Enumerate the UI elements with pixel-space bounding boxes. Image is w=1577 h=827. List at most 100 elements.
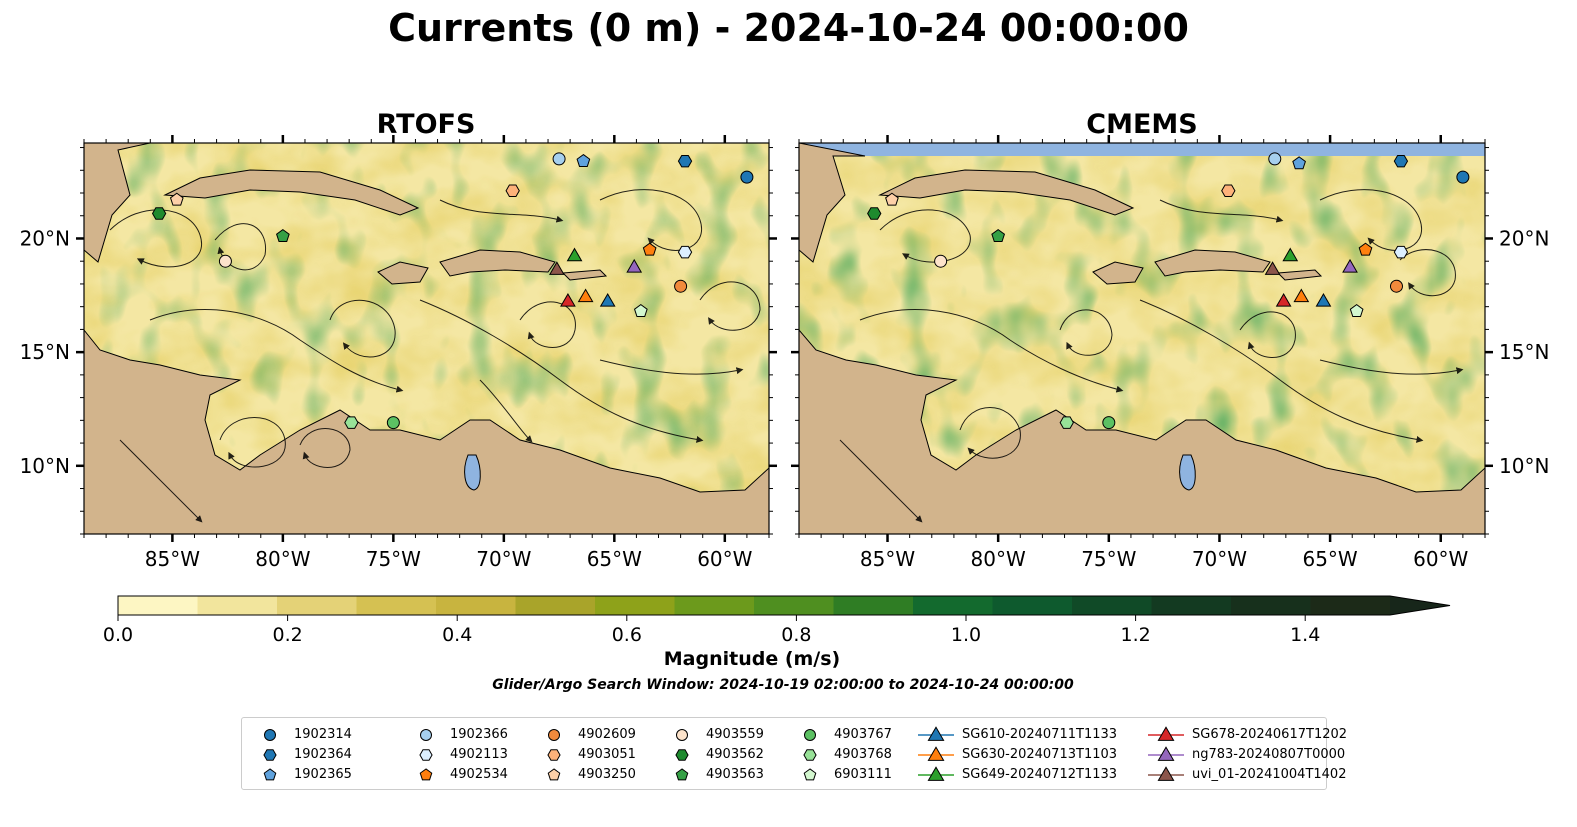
legend-symbol [918, 766, 954, 781]
legend-symbol [419, 749, 433, 761]
colorbar-segment [1310, 596, 1391, 615]
rtofs-marker-4903563 [276, 228, 290, 243]
rtofs-marker-4902609 [674, 279, 688, 293]
cmems-frame [798, 142, 1486, 535]
legend-label: 4903051 [578, 747, 636, 762]
rtofs-streamlines [109, 189, 761, 523]
legend-hexagon-marker [419, 749, 433, 761]
cmems-marker-4903562 [867, 207, 882, 220]
panel-title-rtofs: RTOFS [377, 109, 476, 140]
colorbar-tick-label: 0.8 [781, 624, 811, 646]
cmems-xtick-label: 75°W [1081, 547, 1136, 571]
colorbar-segment [1231, 596, 1312, 615]
legend-circle-marker [264, 729, 276, 741]
rtofs-xtick-label: 80°W [255, 547, 310, 571]
legend-circle-marker [420, 729, 432, 741]
rtofs-marker-SG630-20240713T1103 [577, 288, 594, 303]
legend-symbol [918, 726, 954, 741]
legend-triangle-marker [1157, 726, 1175, 741]
legend-symbol [419, 768, 433, 781]
cmems-marker-4902113 [1393, 245, 1409, 259]
legend-triangle-marker [927, 726, 945, 741]
rtofs-marker-4903767 [386, 416, 400, 430]
legend-symbol [675, 749, 689, 761]
legend-symbol [420, 729, 432, 741]
colorbar: 0.0 0.2 0.4 0.6 0.8 1.0 1.2 1.4 [103, 595, 1451, 646]
cmems-xtick-label: 65°W [1302, 547, 1357, 571]
legend-circle-marker [548, 729, 560, 741]
legend-label: 4902534 [450, 767, 508, 782]
legend-hexagon-marker [263, 749, 277, 761]
legend-symbol [263, 749, 277, 761]
rtofs-marker-SG678-20240617T1202 [560, 293, 576, 307]
rtofs-marker-1902364 [677, 154, 693, 168]
legend-circle-marker [804, 729, 816, 741]
legend-label: SG610-20240711T1133 [962, 727, 1118, 742]
legend-hexagon-marker [803, 749, 817, 761]
rtofs-marker-uvi_01-20241004T1402 [548, 261, 565, 275]
legend-symbol [1148, 746, 1184, 761]
cmems-no-data-band [799, 143, 1485, 156]
search-window-text: Glider/Argo Search Window: 2024-10-19 02… [492, 677, 1074, 693]
rtofs-xtick-label: 70°W [476, 547, 531, 571]
cmems-marker-SG649-20240712T1133 [1282, 247, 1299, 262]
colorbar-tick-label: 1.4 [1290, 624, 1320, 646]
rtofs-xtick-label: 65°W [587, 547, 642, 571]
rtofs-marker-4902113 [677, 245, 693, 259]
legend-symbol [1148, 726, 1184, 741]
cmems-marker-SG610-20240711T1133 [1315, 293, 1332, 307]
legend-label: 4902113 [450, 747, 508, 762]
colorbar-segment [436, 596, 517, 615]
rtofs-marker-1902366 [552, 152, 566, 166]
cmems-axes: 85°W 80°W 75°W 70°W 65°W 60°W 10°N 15°N 20°N [791, 135, 1549, 571]
cmems-marker-4903768 [1059, 416, 1074, 429]
colorbar-segment [1072, 596, 1153, 615]
colorbar-segment [515, 596, 596, 615]
colorbar-tick-label: 0.0 [103, 624, 133, 646]
legend-symbol [803, 749, 817, 761]
legend-symbol [676, 729, 688, 741]
cmems-marker-1902366 [1268, 152, 1282, 166]
legend-symbol [263, 768, 277, 781]
legend: 1902314 1902364 1902365 1902366 4902113 49025… [241, 717, 1347, 790]
cmems-marker-1902365 [1292, 156, 1306, 170]
cmems-marker-1902364 [1393, 154, 1409, 168]
rtofs-marker-1902314 [740, 170, 754, 184]
legend-pentagon-marker [263, 768, 277, 781]
cmems-landmass [799, 143, 1485, 534]
rtofs-map [84, 143, 769, 534]
legend-label: uvi_01-20241004T1402 [1192, 767, 1347, 782]
legend-label: 1902364 [294, 747, 352, 762]
cmems-xtick-label: 85°W [860, 547, 915, 571]
cmems-marker-4903559 [934, 254, 948, 268]
colorbar-segment [118, 596, 199, 615]
colorbar-segment [754, 596, 835, 615]
colorbar-segment [674, 596, 755, 615]
legend-symbol [675, 768, 689, 781]
rtofs-marker-SG649-20240712T1133 [566, 247, 583, 262]
legend-symbol [803, 768, 817, 781]
rtofs-marker-6903111 [633, 304, 648, 318]
legend-triangle-marker [1157, 766, 1175, 781]
colorbar-segment [1151, 596, 1232, 615]
cmems-marker-4903563 [991, 228, 1006, 243]
colorbar-tick-label: 1.2 [1120, 624, 1150, 646]
legend-pentagon-marker [675, 768, 689, 781]
panel-title-cmems: CMEMS [1086, 109, 1197, 140]
legend-triangle-marker [1157, 746, 1175, 761]
cmems-marker-4903767 [1102, 416, 1116, 430]
legend-pentagon-marker [547, 768, 561, 781]
colorbar-segment [595, 596, 676, 615]
legend-symbol [547, 768, 561, 781]
rtofs-marker-4902534 [642, 242, 657, 256]
cmems-marker-uvi_01-20241004T1402 [1264, 261, 1281, 275]
cmems-marker-1902314 [1456, 170, 1470, 184]
rtofs-marker-4903562 [151, 207, 167, 220]
legend-label: 1902365 [294, 767, 352, 782]
cmems-marker-4903250 [885, 192, 899, 206]
legend-label: 6903111 [834, 767, 892, 782]
legend-label: 4903559 [706, 727, 764, 742]
legend-label: 1902314 [294, 727, 352, 742]
rtofs-axes: 85°W 80°W 75°W 70°W 65°W 60°W 10°N 15°N 20°N [20, 135, 777, 571]
colorbar-segment [992, 596, 1073, 615]
